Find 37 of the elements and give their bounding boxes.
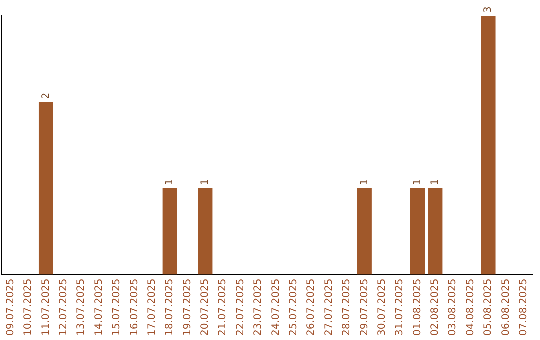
x-tick-label: 20.07.2025: [200, 278, 212, 336]
x-tick-label: 19.07.2025: [182, 278, 194, 336]
data-label: 1: [412, 179, 424, 186]
x-tick-label: 14.07.2025: [94, 278, 105, 336]
x-tick-label: 23.07.2025: [253, 278, 264, 336]
x-tick-label: 21.07.2025: [218, 278, 229, 336]
x-tick-label: 07.08.2025: [518, 278, 530, 336]
x-tick-label: 01.08.2025: [412, 278, 424, 336]
x-tick-label: 15.07.2025: [112, 278, 123, 336]
x-tick-label: 03.08.2025: [448, 278, 459, 336]
x-tick-label: 31.07.2025: [394, 278, 406, 336]
x-tick-label: 05.08.2025: [483, 278, 494, 336]
x-tick-label: 24.07.2025: [270, 278, 282, 336]
x-tick-label: 28.07.2025: [342, 278, 353, 336]
x-tick-label: 25.07.2025: [288, 278, 300, 336]
data-label: 2: [40, 92, 52, 100]
x-tick-label: 16.07.2025: [129, 278, 140, 336]
data-label: 1: [359, 179, 370, 186]
x-tick-label: 18.07.2025: [164, 278, 176, 336]
x-tick-label: 09.07.2025: [5, 278, 16, 336]
x-tick-label: 02.08.2025: [430, 278, 442, 336]
x-tick-label: 26.07.2025: [306, 278, 318, 336]
x-tick-label: 06.08.2025: [500, 278, 512, 336]
data-label: 1: [200, 179, 212, 186]
x-tick-label: 29.07.2025: [359, 278, 370, 336]
data-label: 3: [483, 6, 494, 13]
data-label: 1: [430, 179, 442, 186]
x-tick-label: 13.07.2025: [76, 278, 88, 336]
data-label: 1: [164, 179, 176, 186]
x-tick-label: 17.07.2025: [146, 278, 158, 336]
x-tick-label: 11.07.2025: [40, 278, 52, 336]
x-tick-label: 04.08.2025: [465, 278, 476, 336]
x-tick-label: 27.07.2025: [324, 278, 335, 336]
x-tick-label: 10.07.2025: [23, 278, 34, 336]
x-tick-label: 22.07.2025: [235, 278, 246, 336]
x-tick-label: 12.07.2025: [58, 278, 70, 336]
x-tick-label: 30.07.2025: [376, 278, 388, 336]
